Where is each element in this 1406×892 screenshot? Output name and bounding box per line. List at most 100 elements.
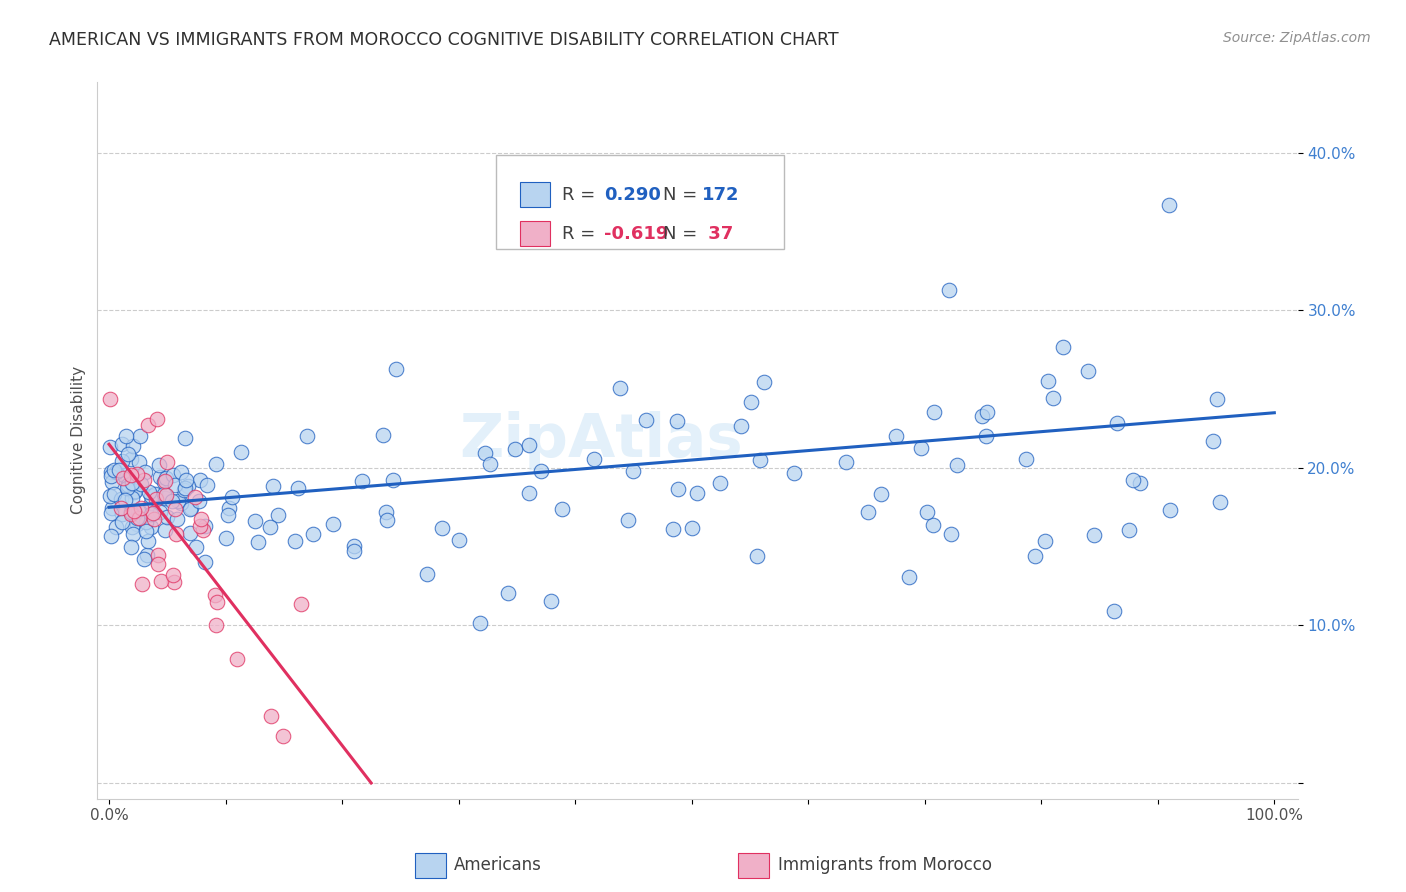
Point	[101, 501, 124, 516]
Text: R =: R =	[562, 186, 600, 204]
Point	[194, 556, 217, 570]
Text: 37: 37	[703, 225, 734, 243]
Point	[127, 517, 149, 532]
Point	[373, 428, 395, 442]
Point	[114, 429, 136, 443]
Text: -0.619: -0.619	[605, 225, 668, 243]
Point	[162, 467, 184, 482]
Point	[125, 510, 148, 524]
Point	[163, 575, 186, 590]
Point	[267, 508, 290, 523]
Point	[221, 490, 243, 504]
Point	[117, 477, 139, 491]
Point	[284, 533, 307, 548]
Point	[165, 527, 187, 541]
Point	[156, 510, 179, 524]
Point	[120, 505, 142, 519]
Point	[100, 469, 122, 483]
Point	[247, 535, 270, 549]
Point	[1209, 495, 1232, 509]
Point	[1118, 523, 1140, 537]
Point	[972, 409, 994, 423]
Point	[135, 524, 157, 538]
Point	[1083, 528, 1105, 542]
Point	[661, 522, 683, 536]
Point	[215, 531, 238, 545]
Point	[124, 481, 146, 495]
Text: N =: N =	[664, 225, 703, 243]
Point	[132, 551, 155, 566]
Point	[350, 474, 373, 488]
Text: Americans: Americans	[454, 856, 543, 874]
Point	[218, 500, 240, 515]
Y-axis label: Cognitive Disability: Cognitive Disability	[72, 367, 86, 515]
Point	[152, 475, 174, 489]
Point	[146, 549, 169, 563]
Point	[478, 457, 501, 471]
Point	[179, 526, 201, 541]
Point	[447, 533, 470, 547]
Point	[105, 465, 128, 479]
Point	[617, 513, 640, 527]
Point	[190, 518, 212, 533]
Point	[897, 570, 920, 584]
Point	[1129, 476, 1152, 491]
Point	[128, 455, 150, 469]
Point	[1036, 374, 1059, 388]
Point	[100, 465, 122, 479]
Point	[204, 588, 226, 602]
Point	[136, 417, 159, 432]
Point	[745, 549, 768, 563]
Point	[681, 521, 703, 535]
Point	[117, 447, 139, 461]
Point	[551, 502, 574, 516]
Point	[143, 487, 166, 501]
Point	[166, 493, 188, 508]
Point	[382, 473, 405, 487]
Point	[135, 515, 157, 529]
Point	[503, 442, 526, 456]
Point	[1015, 452, 1038, 467]
Point	[122, 439, 145, 453]
Point	[229, 445, 252, 459]
Point	[1107, 416, 1129, 430]
Point	[110, 491, 132, 506]
Point	[131, 477, 153, 491]
Point	[103, 487, 125, 501]
Text: Immigrants from Morocco: Immigrants from Morocco	[778, 856, 991, 874]
Point	[474, 446, 496, 460]
Text: 0.290: 0.290	[605, 186, 661, 204]
Point	[111, 507, 134, 521]
Text: R =: R =	[562, 225, 600, 243]
Point	[134, 465, 156, 479]
Point	[709, 475, 731, 490]
Point	[204, 457, 226, 471]
Point	[1205, 392, 1227, 406]
Point	[103, 463, 125, 477]
Point	[375, 513, 398, 527]
Point	[155, 488, 177, 502]
Point	[108, 463, 131, 477]
Point	[122, 526, 145, 541]
Point	[160, 494, 183, 508]
Point	[150, 574, 173, 588]
Point	[122, 484, 145, 499]
Point	[540, 593, 562, 607]
Point	[139, 520, 162, 534]
Point	[100, 475, 122, 489]
Point	[110, 500, 132, 515]
Point	[884, 429, 907, 443]
Point	[1102, 604, 1125, 618]
Point	[416, 567, 439, 582]
Point	[132, 473, 155, 487]
Point	[155, 523, 177, 537]
Point	[752, 375, 775, 389]
Point	[138, 485, 160, 500]
Point	[153, 491, 176, 506]
Point	[634, 413, 657, 427]
Point	[301, 527, 323, 541]
Point	[666, 482, 689, 496]
Point	[128, 511, 150, 525]
Point	[259, 520, 281, 534]
Point	[194, 519, 217, 533]
